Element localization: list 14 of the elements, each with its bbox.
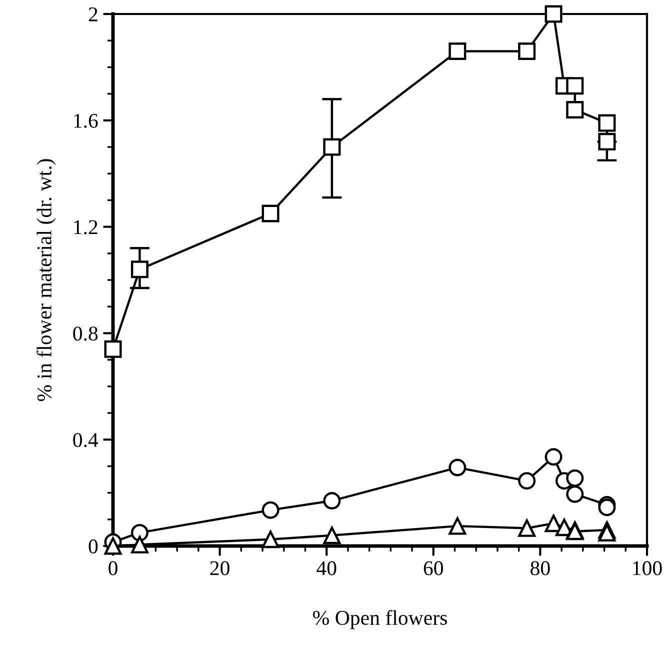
x-tick-label: 40 [316, 561, 336, 576]
y-tick-label: 0.4 [73, 432, 98, 448]
y-tick-label: 1.6 [74, 114, 98, 128]
x-tick-label: 80 [530, 561, 550, 576]
x-tick-label: 20 [210, 561, 230, 576]
x-tick-label: 0 [108, 561, 118, 576]
x-axis-title: % Open flowers [313, 610, 447, 630]
y-axis-title: % in flower material (dr. wt.) [36, 159, 56, 402]
y-tick-label: 0.8 [73, 326, 98, 341]
x-tick-label: 60 [424, 561, 444, 576]
x-tick-label: 100 [633, 561, 662, 576]
y-tick-label: 0 [88, 539, 98, 554]
y-tick-label: 2 [88, 7, 98, 22]
y-tick-label: 1.2 [74, 220, 98, 234]
